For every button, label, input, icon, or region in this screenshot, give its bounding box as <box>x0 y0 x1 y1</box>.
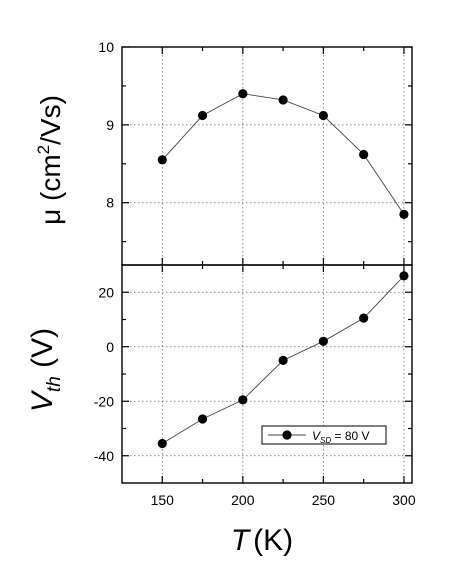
data-point <box>197 414 208 424</box>
legend-label: VSD = 80 V <box>312 429 370 445</box>
data-point <box>238 89 248 99</box>
data-point <box>278 355 288 365</box>
threshold-voltage-panel: -40 -20 0 20 150 200 250 300 VSD = 80 V <box>94 264 416 508</box>
y-tick-label: 8 <box>106 195 114 211</box>
data-point <box>318 110 328 121</box>
data-point <box>238 395 248 405</box>
panel-frame <box>121 264 413 484</box>
data-point <box>278 95 288 105</box>
data-point <box>399 209 409 219</box>
data-point <box>399 271 409 281</box>
legend-box <box>261 425 387 445</box>
data-point <box>359 149 369 160</box>
x-tick-label: 300 <box>392 492 416 508</box>
x-tick-label: 200 <box>231 492 255 508</box>
x-tick-label: 250 <box>312 492 336 508</box>
y-tick-label: 9 <box>106 117 114 133</box>
y-tick-label: -20 <box>94 393 114 409</box>
y-axis-title-threshold: Vth (V) <box>26 328 65 412</box>
y-axis-title-mobility: μ (cm2/Vs) <box>34 95 66 225</box>
data-point <box>157 155 167 165</box>
y-tick-label: 20 <box>98 284 114 300</box>
x-axis-title: T (K) <box>231 524 293 557</box>
data-point <box>157 438 167 449</box>
data-point <box>359 313 369 323</box>
y-tick-label: 0 <box>106 339 114 355</box>
mobility-panel: 8 9 10 <box>98 39 413 266</box>
y-tick-label: -40 <box>94 448 114 464</box>
legend-marker <box>282 430 292 440</box>
axis-titles: μ (cm2/Vs) Vth (V) T (K) <box>26 95 293 557</box>
y-tick-label: 10 <box>98 39 114 55</box>
data-point <box>318 336 328 346</box>
legend: VSD = 80 V <box>261 425 387 445</box>
data-point <box>197 110 208 121</box>
x-tick-label: 150 <box>151 492 175 508</box>
